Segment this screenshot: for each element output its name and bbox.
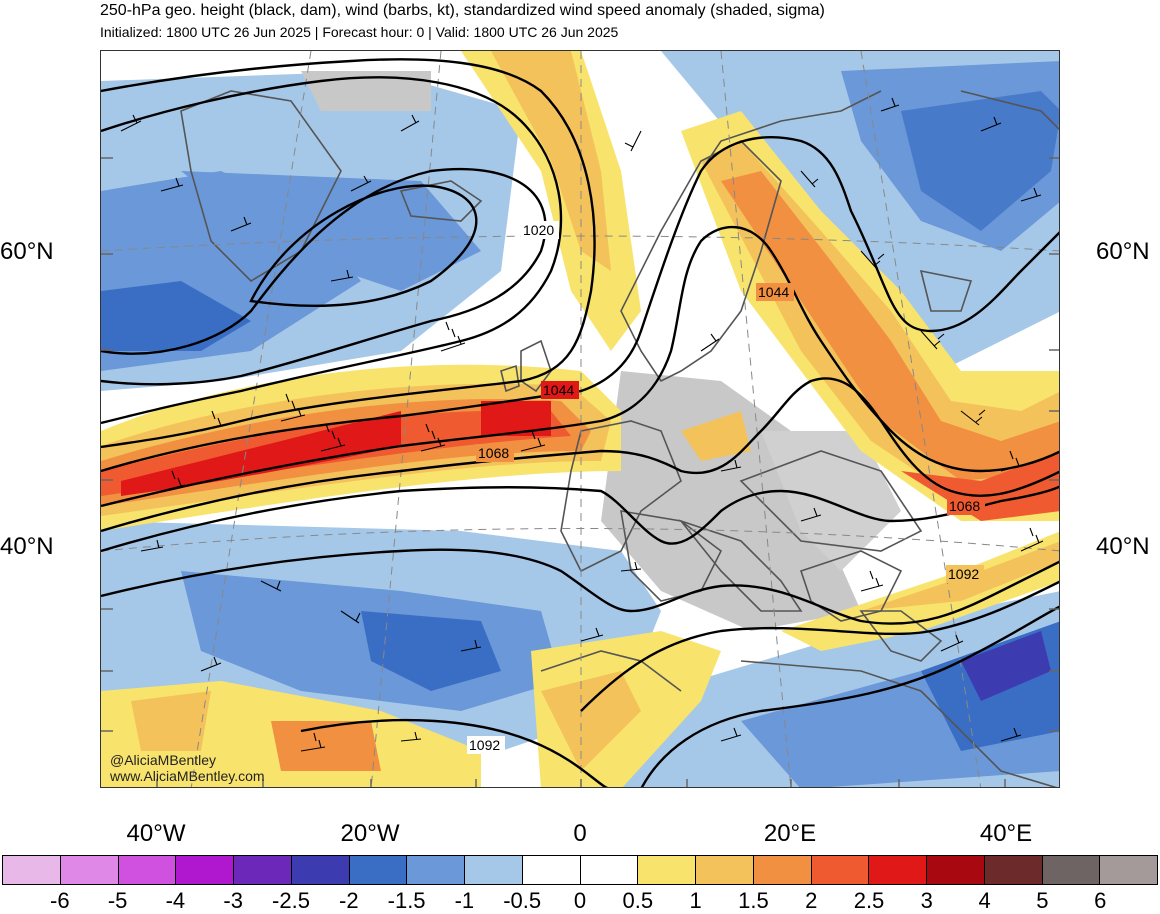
colorbar-tick-label: 4: [978, 888, 991, 913]
colorbar-cell: [522, 856, 581, 884]
colorbar-cell: [465, 856, 523, 884]
colorbar-tick-label: -1: [454, 888, 475, 913]
colorbar-tick-label: -3: [223, 888, 243, 913]
grid-ticks: [101, 157, 1059, 787]
colorbar-tick-label: 6: [1094, 888, 1107, 913]
colorbar-tick-label: 2: [805, 888, 818, 913]
map-subtitle: Initialized: 1800 UTC 26 Jun 2025 | Fore…: [100, 24, 619, 40]
colorbar-tick-label: 2.5: [853, 888, 885, 913]
lon-label-40e: 40°E: [979, 820, 1033, 847]
colorbar-ticks: -6 -5 -4 -3 -2.5 -2 -1.5 -1 -0.5 0 0.5 1 1.5 2 2.5 3 4 5 6: [2, 888, 1158, 913]
colorbar-cell: [3, 856, 61, 884]
colorbar-tick-label: 0: [573, 888, 587, 913]
colorbar-cell: [811, 856, 870, 884]
map-canvas: 1020 1044 1044 1068 1068 1092 1092: [101, 51, 1059, 787]
colorbar-cell: [176, 856, 234, 884]
colorbar-tick-label: -2: [339, 888, 359, 913]
contour-label: 1044: [543, 382, 574, 398]
anomaly-shading: [101, 51, 1059, 787]
lat-label-60n: 60°N: [0, 238, 54, 265]
colorbar-tick-label: -6: [50, 888, 70, 913]
contour-label: 1044: [758, 284, 789, 300]
contour-label: 1092: [948, 566, 979, 582]
colorbar-tick-label: 1.5: [738, 888, 769, 913]
colorbar-tick-label: -1.5: [387, 888, 426, 913]
colorbar-cell: [696, 856, 754, 884]
colorbar-cell: [580, 856, 639, 884]
wind-barbs: [120, 97, 1044, 752]
colorbar-tick-label: -5: [107, 888, 128, 913]
lat-label-40n: 40°N: [0, 533, 54, 560]
credit-handle: @AliciaMBentley: [110, 752, 217, 768]
contour-label: 1020: [523, 222, 554, 238]
colorbar-cell: [118, 856, 177, 884]
colorbar-cell: [638, 856, 696, 884]
colorbar-cell: [1042, 856, 1101, 884]
lat-label-60n-right: 60°N: [1096, 238, 1150, 265]
height-contours: [101, 58, 1059, 787]
contour-label: 1068: [949, 498, 980, 514]
colorbar-tick-label: -0.5: [503, 888, 542, 913]
contour-label: 1068: [478, 445, 509, 461]
map-title: 250-hPa geo. height (black, dam), wind (…: [100, 2, 825, 19]
colorbar-cell: [291, 856, 350, 884]
colorbar-tick-label: 0.5: [622, 888, 654, 913]
colorbar-cell: [869, 856, 927, 884]
colorbar-cell: [234, 856, 292, 884]
colorbar-cell: [753, 856, 812, 884]
contour-labels: 1020 1044 1044 1068 1068 1092 1092: [467, 221, 985, 754]
colorbar: [2, 855, 1158, 885]
lon-label-40w: 40°W: [126, 820, 186, 847]
lat-label-40n-right: 40°N: [1096, 533, 1150, 560]
colorbar-tick-label: -4: [165, 888, 186, 913]
lon-label-20e: 20°E: [763, 820, 817, 847]
colorbar-tick-label: -2.5: [272, 888, 310, 913]
colorbar-tick-label: 3: [920, 888, 933, 913]
coastlines: [180, 90, 1059, 787]
colorbar-cell: [927, 856, 985, 884]
weather-map: 1020 1044 1044 1068 1068 1092 1092: [100, 50, 1060, 788]
colorbar-cell: [60, 856, 119, 884]
colorbar-tick-label: 1: [689, 888, 702, 913]
colorbar-cell: [1100, 856, 1157, 884]
graticule: [101, 51, 1059, 787]
colorbar-tick-label: 5: [1036, 888, 1049, 913]
lon-label-20w: 20°W: [340, 820, 400, 847]
colorbar-cell: [407, 856, 465, 884]
colorbar-cell: [984, 856, 1043, 884]
contour-label: 1092: [469, 737, 500, 753]
colorbar-cell: [349, 856, 408, 884]
credit-website: www.AliciaMBentley.com: [110, 768, 265, 784]
lon-label-0: 0: [573, 820, 587, 847]
